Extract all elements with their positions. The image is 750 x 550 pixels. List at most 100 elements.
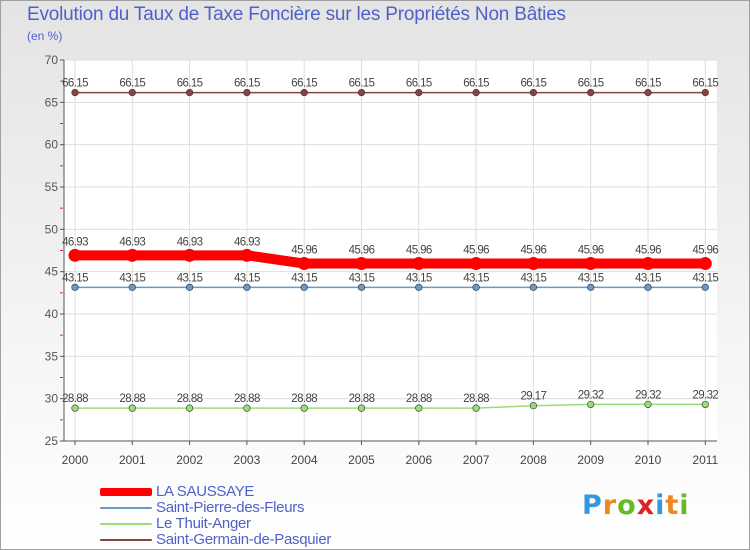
data-label-la-saussaye: 45.96 [349,245,375,257]
data-label-la-saussaye: 46.93 [62,236,88,248]
data-point-la-saussaye [412,257,426,271]
data-label-saint-germain-de-pasquier: 66.15 [291,78,317,90]
proxiti-logo: Proxiti [582,490,690,521]
data-label-le-thuit-anger: 29.17 [521,391,547,403]
y-tick-label: 25 [45,434,59,448]
data-label-saint-germain-de-pasquier: 66.15 [177,78,203,90]
data-point-saint-pierre-des-fleurs [243,283,251,291]
data-label-la-saussaye: 46.93 [177,236,203,248]
data-label-saint-pierre-des-fleurs: 43.15 [406,272,432,284]
data-label-saint-pierre-des-fleurs: 43.15 [119,272,145,284]
data-point-la-saussaye [469,257,483,271]
data-label-saint-germain-de-pasquier: 66.15 [635,78,661,90]
data-label-saint-germain-de-pasquier: 66.15 [692,78,718,90]
logo-letter: P [582,490,603,521]
data-point-la-saussaye [240,248,254,262]
logo-letter: i [655,490,666,521]
data-point-saint-germain-de-pasquier [701,88,709,97]
data-label-le-thuit-anger: 29.32 [635,389,661,401]
data-point-saint-germain-de-pasquier [128,88,136,97]
logo-letter: i [679,490,690,521]
data-point-la-saussaye [526,257,540,271]
data-point-saint-pierre-des-fleurs [128,283,136,291]
legend-swatch [100,488,152,496]
x-tick-label: 2003 [234,453,261,467]
data-point-le-thuit-anger [529,402,538,410]
x-tick-label: 2005 [348,453,375,467]
y-axis-unit-label: (en %) [27,29,63,43]
data-label-le-thuit-anger: 28.88 [349,393,375,405]
data-label-saint-pierre-des-fleurs: 43.15 [578,272,604,284]
y-tick-label: 45 [45,265,59,279]
data-label-la-saussaye: 45.96 [406,245,432,257]
data-label-le-thuit-anger: 28.88 [62,393,88,405]
legend-swatch [100,523,152,525]
legend-label: LA SAUSSAYE [156,483,255,500]
data-point-la-saussaye [183,248,197,262]
y-tick-label: 65 [45,95,59,109]
x-tick-label: 2002 [176,453,203,467]
data-label-la-saussaye: 45.96 [578,245,604,257]
y-tick-label: 50 [45,222,59,236]
y-tick-label: 30 [45,392,59,406]
x-tick-label: 2007 [463,453,490,467]
legend-swatch [100,507,152,509]
x-tick-label: 2004 [291,453,318,467]
y-tick-label: 60 [45,138,59,152]
data-label-le-thuit-anger: 28.88 [234,393,260,405]
data-point-la-saussaye [698,257,712,271]
data-label-le-thuit-anger: 28.88 [177,393,203,405]
data-point-la-saussaye [68,248,82,262]
data-point-saint-pierre-des-fleurs [472,283,480,291]
data-point-le-thuit-anger [644,400,652,409]
data-label-la-saussaye: 45.96 [635,245,661,257]
legend-swatch [100,539,152,541]
x-tick-label: 2009 [577,453,604,467]
y-tick-label: 55 [45,180,59,194]
data-point-le-thuit-anger [357,404,366,412]
data-label-saint-pierre-des-fleurs: 43.15 [177,272,203,284]
data-point-saint-germain-de-pasquier [587,88,595,97]
data-label-le-thuit-anger: 28.88 [463,393,489,405]
data-point-saint-germain-de-pasquier [472,88,480,97]
data-point-le-thuit-anger [701,400,709,409]
data-point-saint-germain-de-pasquier [529,88,538,97]
data-point-le-thuit-anger [243,404,251,412]
x-tick-label: 2000 [62,453,89,467]
legend-label: Saint-Pierre-des-Fleurs [156,499,305,516]
data-point-saint-pierre-des-fleurs [587,283,595,291]
data-point-la-saussaye [297,257,311,271]
data-point-la-saussaye [584,257,598,271]
data-point-le-thuit-anger [186,404,194,412]
series-line-le-thuit-anger [75,403,706,409]
data-point-le-thuit-anger [415,404,423,412]
data-point-saint-germain-de-pasquier [300,88,308,97]
data-label-le-thuit-anger: 28.88 [406,393,432,405]
data-label-saint-pierre-des-fleurs: 43.15 [521,272,547,284]
series-line-la-saussaye [75,250,706,269]
data-label-saint-pierre-des-fleurs: 43.15 [463,272,489,284]
data-label-saint-germain-de-pasquier: 66.15 [349,78,375,90]
data-label-saint-pierre-des-fleurs: 43.15 [62,272,88,284]
data-point-le-thuit-anger [472,404,480,412]
logo-letter: r [602,490,618,521]
data-point-saint-germain-de-pasquier [415,88,423,97]
data-point-le-thuit-anger [587,400,595,409]
y-tick-label: 40 [45,307,59,321]
data-label-le-thuit-anger: 28.88 [291,393,317,405]
data-label-saint-germain-de-pasquier: 66.15 [62,78,88,90]
data-point-saint-pierre-des-fleurs [357,283,366,291]
logo-letter: o [617,490,637,521]
data-label-la-saussaye: 45.96 [291,245,317,257]
data-label-saint-pierre-des-fleurs: 43.15 [234,272,260,284]
data-label-saint-pierre-des-fleurs: 43.15 [692,272,718,284]
x-tick-label: 2006 [405,453,432,467]
data-point-la-saussaye [641,257,655,271]
data-point-saint-pierre-des-fleurs [186,283,194,291]
data-label-saint-pierre-des-fleurs: 43.15 [291,272,317,284]
data-point-saint-germain-de-pasquier [243,88,251,97]
data-label-la-saussaye: 46.93 [119,236,145,248]
logo-letter: t [665,490,680,521]
data-point-saint-germain-de-pasquier [71,88,79,97]
